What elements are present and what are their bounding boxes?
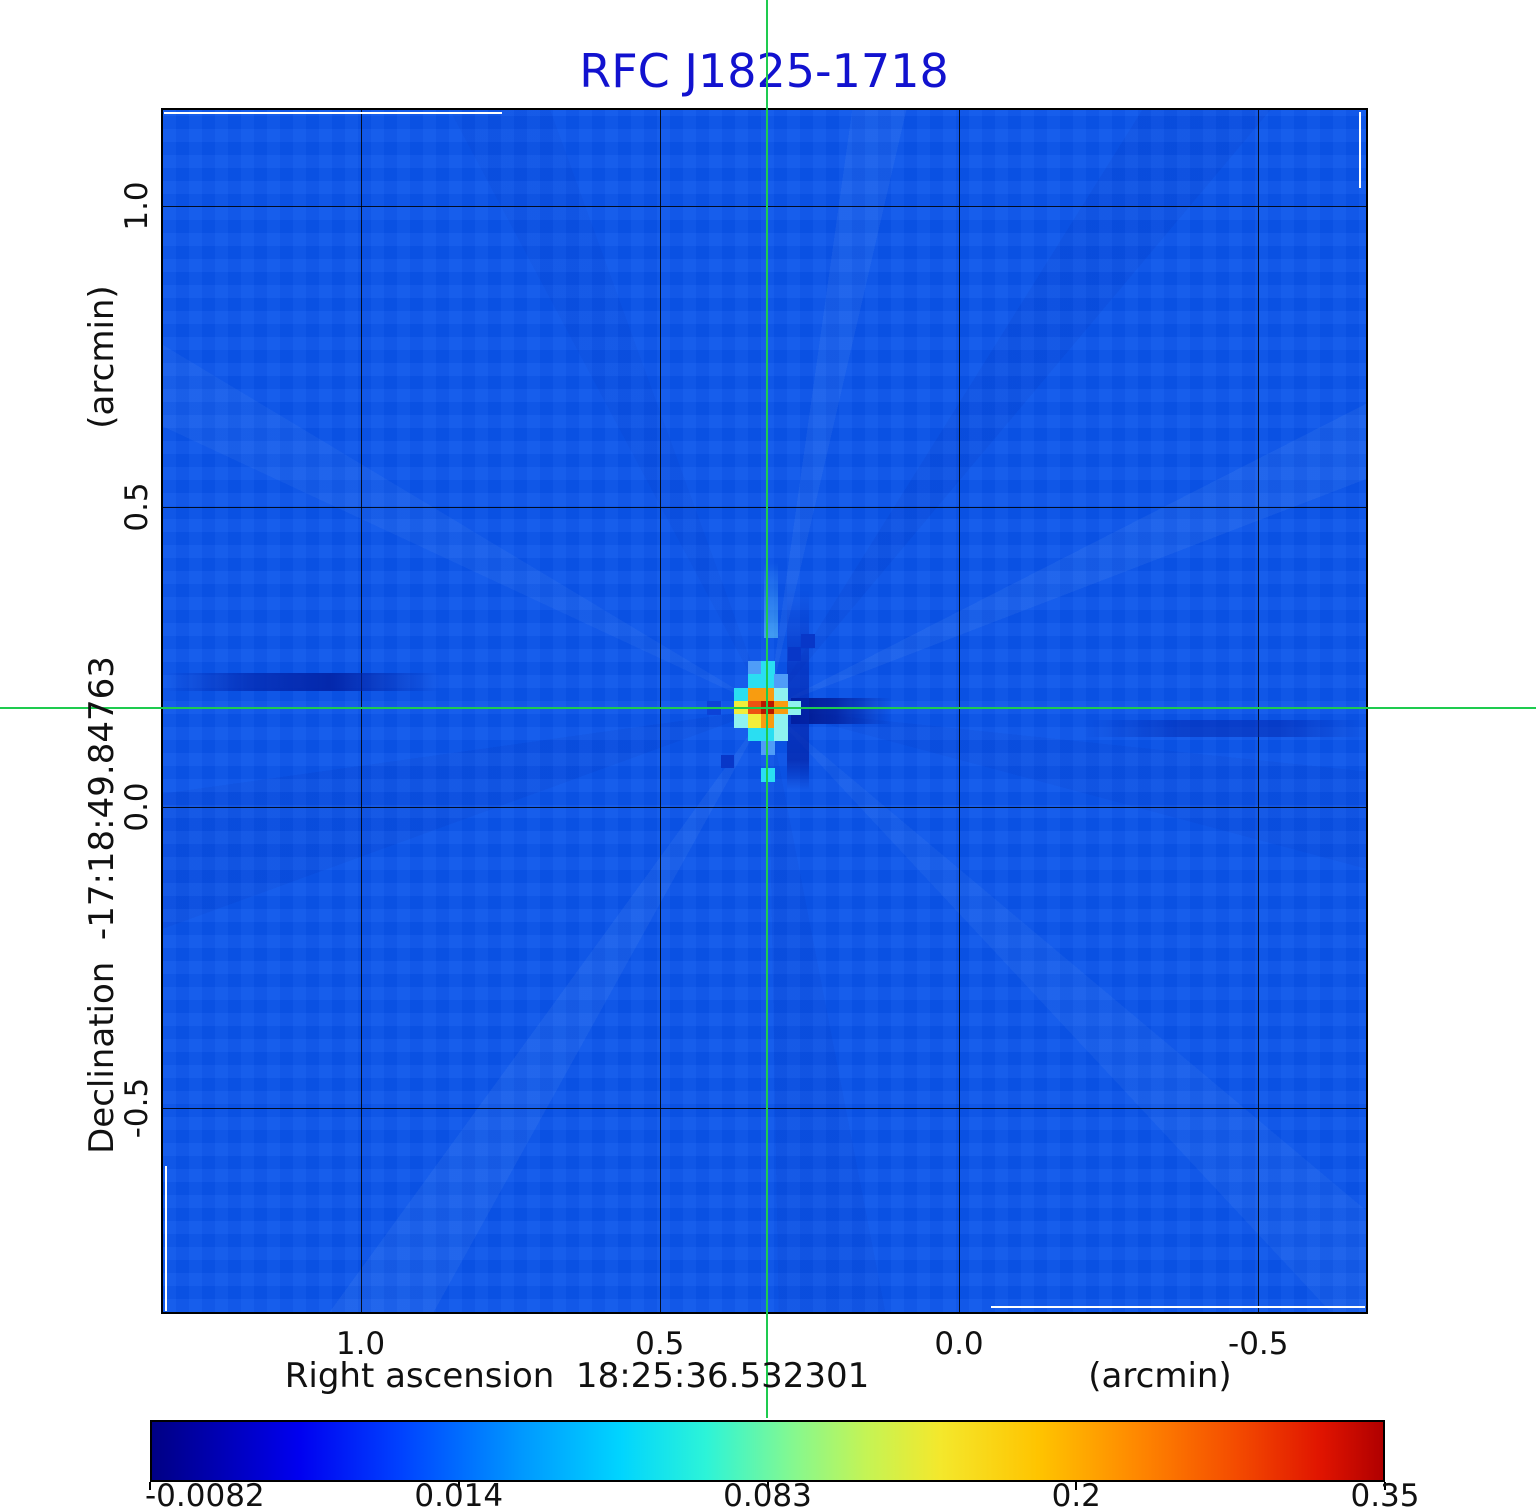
source-pixel (774, 714, 788, 728)
x-axis-title: Right ascension 18:25:36.532301 (284, 1356, 870, 1396)
edge-artifact-bottom (991, 1306, 1365, 1308)
y-tick-label: 0.0 (119, 782, 155, 832)
source-pixel (747, 727, 762, 742)
colorbar-tick-label: 0.014 (414, 1478, 504, 1511)
negative-streak-right (1083, 720, 1366, 737)
y-axis-unit-label: (arcmin) (82, 285, 122, 429)
source-pixel (801, 634, 815, 648)
y-tick-label: 0.5 (119, 482, 155, 532)
colorbar-tick (149, 1482, 151, 1490)
x-tick-label: -0.5 (1228, 1326, 1289, 1362)
edge-artifact-left (165, 1166, 167, 1311)
source-pixel (747, 714, 762, 728)
gridline-y-1.0 (163, 206, 1366, 208)
colorbar-tick-label: -0.0082 (145, 1478, 265, 1511)
source-pixel (774, 674, 788, 688)
colorbar-tick-label: 0.083 (723, 1478, 812, 1511)
edge-artifact-top (164, 112, 502, 114)
plot-area (161, 108, 1368, 1314)
negative-column-above-source (787, 590, 809, 790)
gridline-y--0.5 (163, 1107, 1366, 1109)
crosshair-vertical-line (766, 0, 769, 1418)
source-pixel (774, 727, 788, 742)
colorbar-tick (766, 1482, 769, 1490)
gridline-y-0.0 (163, 807, 1366, 809)
source-pixel (734, 687, 748, 702)
y-axis-title: Declination -17:18:49.84763 (82, 656, 122, 1154)
colorbar-tick (1075, 1482, 1078, 1490)
y-tick-label: -0.5 (119, 1077, 155, 1138)
x-tick-label: 0.0 (934, 1326, 984, 1362)
colorbar (150, 1420, 1385, 1482)
source-pixel (747, 687, 762, 702)
gridline-x-0.5 (659, 110, 661, 1312)
source-pixel (747, 660, 762, 675)
edge-artifact-right (1359, 112, 1361, 188)
source-pixel (774, 687, 788, 702)
source-pixel (720, 754, 735, 769)
source-pixel (747, 674, 762, 688)
source-pixel (787, 647, 802, 661)
gridline-x--0.5 (1258, 110, 1260, 1312)
gridline-y-0.5 (163, 506, 1366, 508)
colorbar-tick (457, 1482, 460, 1490)
source-pixel (734, 714, 748, 728)
x-tick-label: 1.0 (335, 1326, 386, 1362)
colorbar-tick-label: 0.2 (1051, 1478, 1101, 1511)
plot-title: RFC J1825-1718 (579, 44, 949, 98)
colorbar-tick (1384, 1482, 1386, 1490)
colorbar-tick-label: 0.35 (1350, 1478, 1420, 1511)
x-axis-unit-label: (arcmin) (1088, 1356, 1232, 1396)
gridline-x-0.0 (959, 110, 960, 1312)
gridline-x-1.0 (360, 110, 362, 1312)
negative-streak-left (165, 673, 440, 691)
y-tick-label: 1.0 (119, 181, 155, 231)
x-tick-label: 0.5 (635, 1326, 685, 1362)
crosshair-horizontal-line (0, 706, 1536, 709)
